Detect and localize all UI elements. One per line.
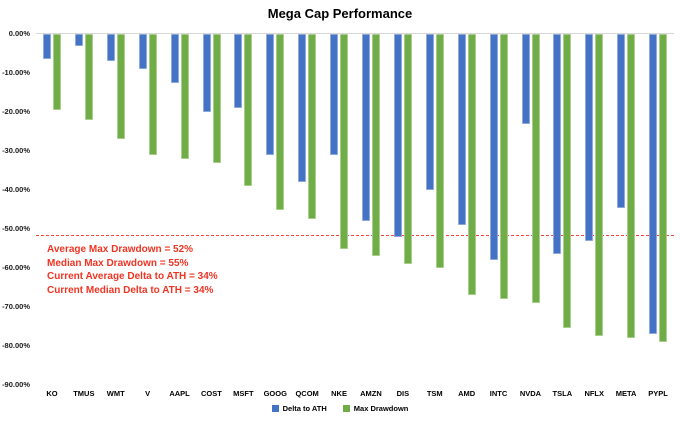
annotation-line: Current Median Delta to ATH = 34%	[47, 284, 214, 296]
bar-delta-to-ath-nflx	[585, 34, 594, 241]
x-tick-label-tsla: TSLA	[552, 389, 573, 398]
legend-label: Delta to ATH	[282, 404, 327, 413]
bar-max-drawdown-nvda	[531, 34, 540, 304]
bar-max-drawdown-tmus	[84, 34, 93, 120]
bar-max-drawdown-goog	[276, 34, 285, 210]
y-tick-label: -30.00%	[2, 146, 30, 155]
bar-max-drawdown-intc	[499, 34, 508, 300]
bar-max-drawdown-amd	[467, 34, 476, 296]
bar-delta-to-ath-aapl	[170, 34, 179, 83]
x-tick-label-meta: META	[615, 389, 637, 398]
y-tick-label: -60.00%	[2, 263, 30, 272]
x-tick-label-nvda: NVDA	[519, 389, 542, 398]
x-tick-label-nke: NKE	[331, 389, 347, 398]
x-tick-label-wmt: WMT	[106, 389, 125, 398]
legend-item-max-drawdown: Max Drawdown	[342, 404, 409, 413]
legend-label: Max Drawdown	[353, 404, 409, 413]
bar-delta-to-ath-v	[138, 34, 147, 70]
legend: Delta to ATH Max Drawdown	[0, 404, 680, 413]
x-tick-label-goog: GOOG	[263, 389, 287, 398]
bar-delta-to-ath-qcom	[298, 34, 307, 183]
annotation-line: Average Max Drawdown = 52%	[47, 244, 194, 255]
plot-area: Average Max Drawdown = 52% Median Max Dra…	[36, 34, 674, 385]
bar-max-drawdown-qcom	[308, 34, 317, 220]
x-tick-label-cost: COST	[201, 389, 222, 398]
bar-delta-to-ath-msft	[234, 34, 243, 109]
y-tick-label: -20.00%	[2, 107, 30, 116]
bar-delta-to-ath-amzn	[362, 34, 370, 222]
legend-item-delta-to-ath: Delta to ATH	[271, 404, 327, 413]
y-tick-label: -90.00%	[2, 380, 30, 389]
x-tick-label-ko: KO	[46, 389, 58, 398]
bar-delta-to-ath-intc	[489, 34, 498, 261]
legend-swatch-icon	[342, 405, 350, 412]
bar-max-drawdown-v	[148, 34, 157, 155]
bar-max-drawdown-aapl	[180, 34, 189, 159]
bar-max-drawdown-pypl	[659, 34, 668, 343]
x-tick-label-qcom: QCOM	[295, 389, 319, 398]
x-tick-label-dis: DIS	[396, 389, 410, 398]
bar-delta-to-ath-tmus	[74, 34, 83, 46]
bar-max-drawdown-tsla	[563, 34, 572, 329]
bar-delta-to-ath-nvda	[521, 34, 530, 124]
bar-delta-to-ath-nke	[330, 34, 339, 155]
x-tick-label-nflx: NFLX	[584, 389, 605, 398]
y-tick-label: -70.00%	[2, 302, 30, 311]
bar-max-drawdown-nflx	[595, 34, 604, 337]
legend-swatch-icon	[271, 405, 279, 412]
x-tick-label-amzn: AMZN	[360, 389, 382, 398]
reference-dashed-line	[36, 234, 674, 236]
bar-max-drawdown-ko	[53, 34, 61, 111]
y-tick-label: -10.00%	[2, 68, 30, 77]
bar-delta-to-ath-wmt	[106, 34, 115, 62]
y-tick-label: -80.00%	[2, 341, 30, 350]
annotation-line: Current Average Delta to ATH = 34%	[47, 271, 218, 282]
x-tick-label-v: V	[145, 389, 151, 398]
bar-max-drawdown-wmt	[116, 34, 125, 140]
y-tick-label: -50.00%	[2, 224, 30, 233]
bar-max-drawdown-dis	[403, 34, 412, 265]
bar-delta-to-ath-tsla	[553, 34, 562, 255]
x-tick-label-amd: AMD	[458, 389, 476, 398]
annotation-line: Median Max Drawdown = 55%	[47, 257, 189, 269]
x-tick-label-pypl: PYPL	[648, 389, 668, 398]
y-tick-label: -40.00%	[2, 185, 30, 194]
bar-max-drawdown-msft	[244, 34, 253, 187]
bar-max-drawdown-tsm	[435, 34, 444, 268]
x-tick-label-intc: INTC	[489, 389, 508, 398]
bar-max-drawdown-cost	[212, 34, 221, 163]
bar-max-drawdown-meta	[627, 34, 636, 339]
y-tick-label: 0.00%	[8, 29, 30, 38]
zero-axis-line	[36, 33, 674, 34]
bar-delta-to-ath-amd	[457, 34, 466, 226]
x-tick-label-msft: MSFT	[233, 389, 254, 398]
bar-delta-to-ath-goog	[266, 34, 275, 155]
bar-max-drawdown-amzn	[372, 34, 380, 257]
y-axis: 0.00% -10.00% -20.00% -30.00% -40.00% -50.00%…	[0, 0, 31, 400]
bar-delta-to-ath-ko	[43, 34, 51, 60]
x-tick-label-aapl: AAPL	[169, 389, 190, 398]
x-tick-label-tmus: TMUS	[73, 389, 95, 398]
bar-max-drawdown-nke	[340, 34, 349, 249]
bar-delta-to-ath-pypl	[649, 34, 658, 335]
bar-delta-to-ath-cost	[202, 34, 211, 112]
bar-delta-to-ath-dis	[393, 34, 402, 237]
x-tick-label-tsm: TSM	[426, 389, 443, 398]
bar-delta-to-ath-tsm	[425, 34, 434, 190]
bar-delta-to-ath-meta	[617, 34, 626, 208]
chart-title: Mega Cap Performance	[267, 6, 413, 21]
annotation-block: Average Max Drawdown = 52% Median Max Dra…	[47, 243, 218, 297]
